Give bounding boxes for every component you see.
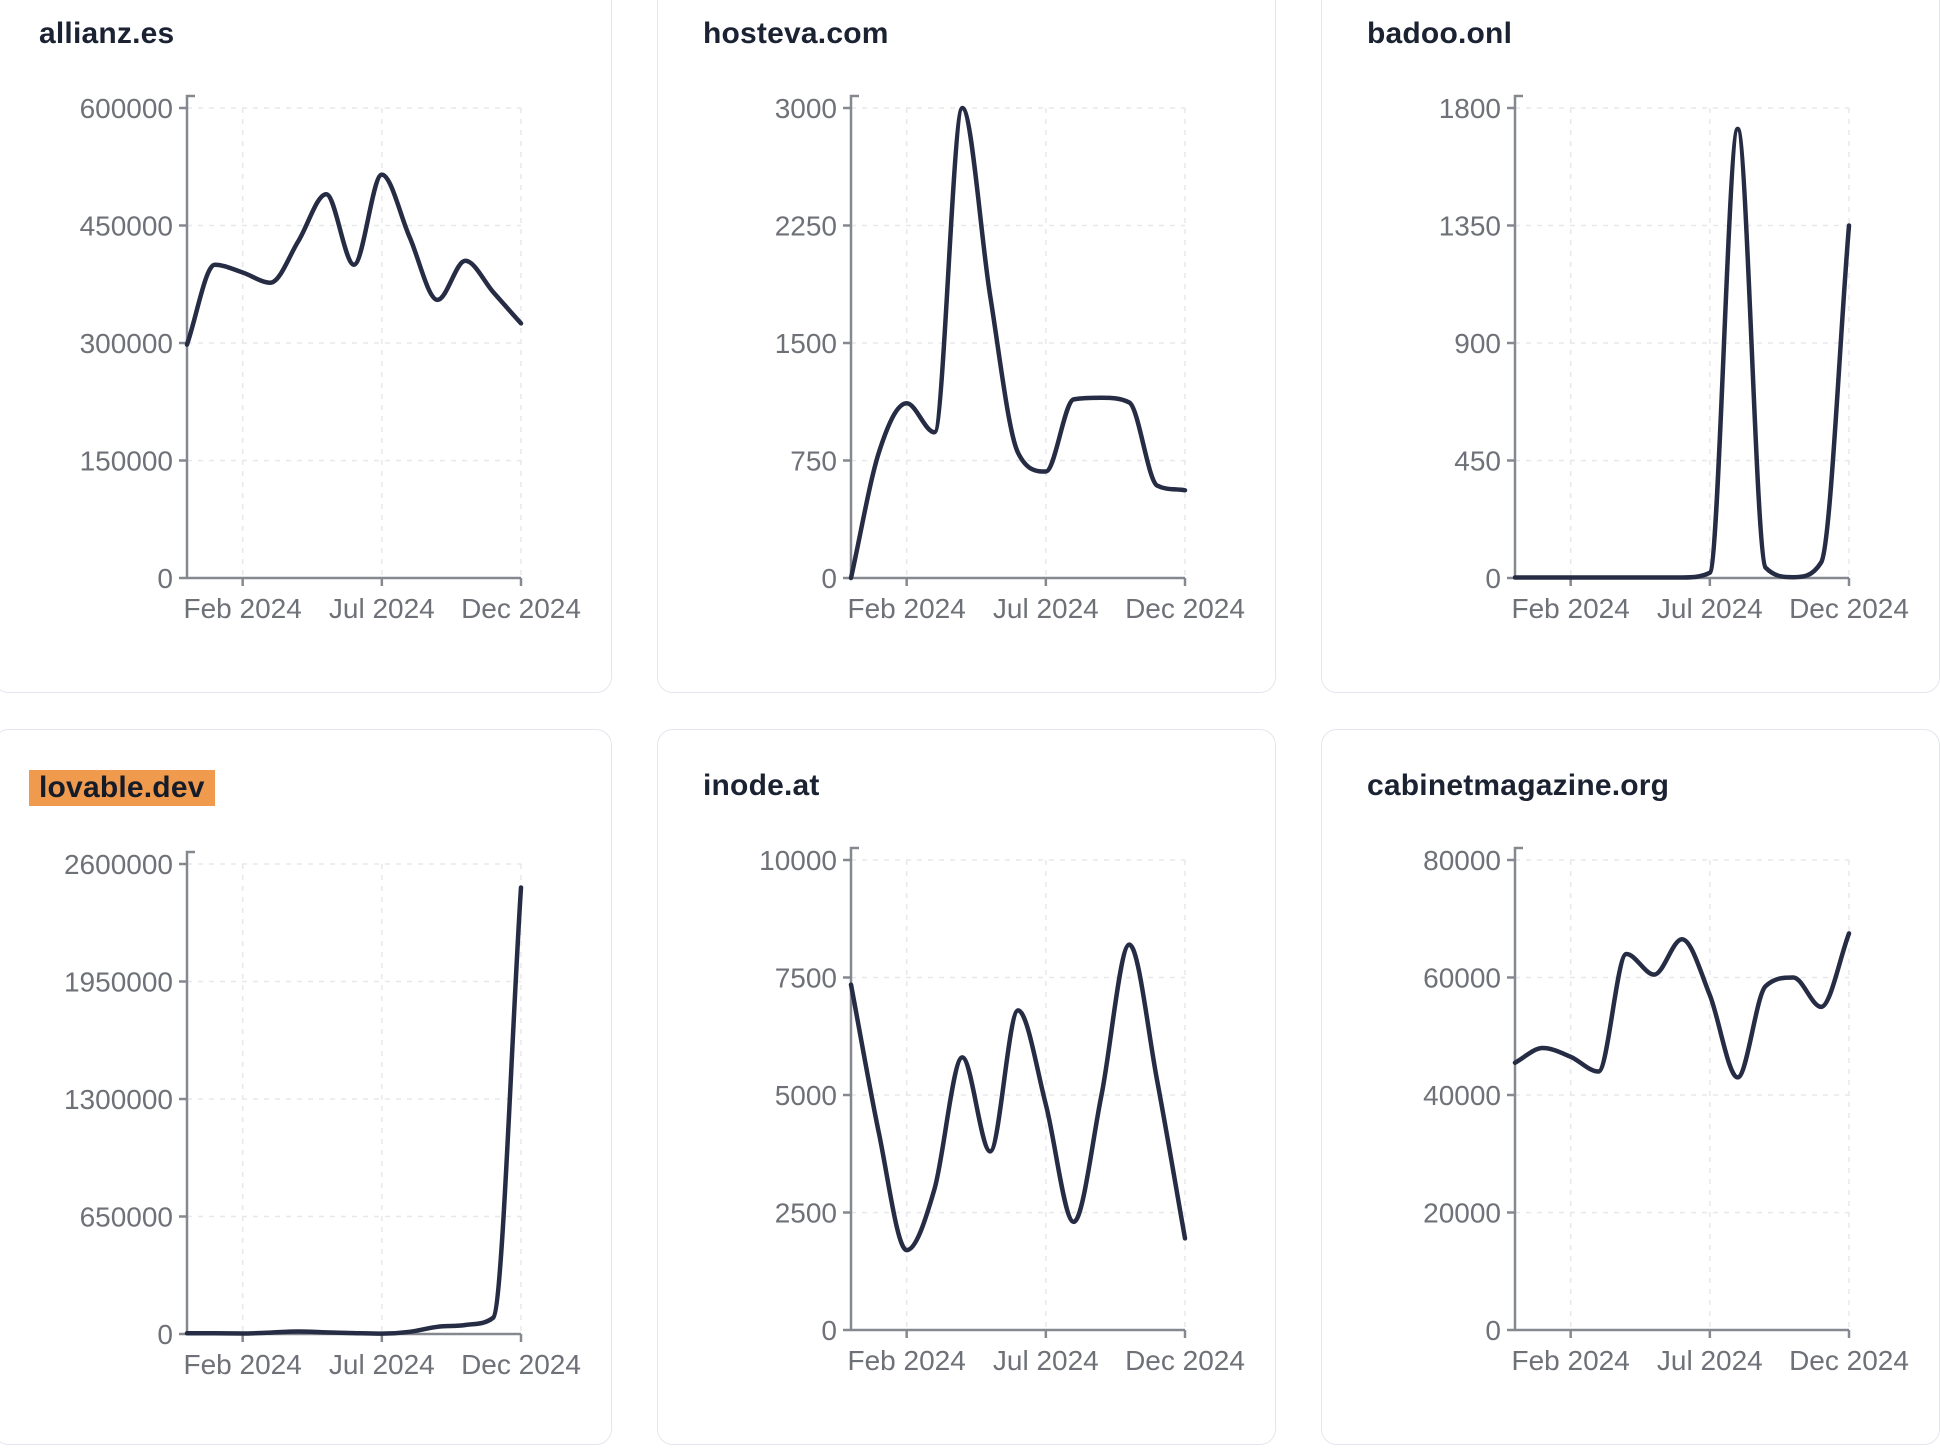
chart-title: cabinetmagazine.org xyxy=(1367,769,1670,802)
chart-title: allianz.es xyxy=(39,17,175,50)
y-tick-label: 1300000 xyxy=(64,1084,173,1115)
y-tick-label: 1950000 xyxy=(64,967,173,998)
chart-card: inode.at 0 2500 5000 7500 10000 Feb 2024 Jul 2… xyxy=(657,729,1276,1445)
gridlines xyxy=(1515,107,1850,578)
y-tick-label: 300000 xyxy=(80,328,173,359)
x-tick-label: Dec 2024 xyxy=(1789,593,1909,624)
y-tick-label: 600000 xyxy=(80,93,173,124)
gridlines xyxy=(1515,859,1850,1330)
line-chart-svg: 0 150000 300000 450000 600000 Feb 2024 Jul 202… xyxy=(80,93,581,624)
x-tick-label: Dec 2024 xyxy=(461,1349,581,1380)
y-tick-label: 20000 xyxy=(1423,1198,1501,1229)
x-tick-label: Feb 2024 xyxy=(1512,593,1630,624)
line-chart-svg: 0 650000 1300000 1950000 2600000 Feb 2024 Jul … xyxy=(64,849,581,1380)
y-axis xyxy=(185,850,195,1334)
y-tick-label: 1500 xyxy=(775,328,837,359)
y-tick-label: 1350 xyxy=(1439,211,1501,242)
x-tick-label: Jul 2024 xyxy=(993,593,1099,624)
axes: 0 20000 40000 60000 80000 Feb 2024 Jul 2024 Dec… xyxy=(1423,845,1909,1376)
y-tick-label: 5000 xyxy=(775,1080,837,1111)
gridlines xyxy=(851,107,1186,578)
y-axis xyxy=(849,94,859,578)
y-axis xyxy=(185,94,195,578)
y-tick-label: 0 xyxy=(821,563,837,594)
y-tick-label: 2250 xyxy=(775,211,837,242)
axes: 0 650000 1300000 1950000 2600000 Feb 2024 Jul … xyxy=(64,849,581,1380)
chart-title-highlighted: lovable.dev xyxy=(29,770,215,806)
y-tick-label: 0 xyxy=(1485,563,1501,594)
x-tick-label: Jul 2024 xyxy=(1657,1345,1763,1376)
axes: 0 2500 5000 7500 10000 Feb 2024 Jul 2024 Dec 20… xyxy=(759,845,1245,1376)
y-axis xyxy=(1513,846,1523,1330)
gridlines xyxy=(187,863,522,1334)
x-tick-label: Jul 2024 xyxy=(1657,593,1763,624)
series-line xyxy=(1512,931,1852,1080)
y-tick-label: 3000 xyxy=(775,93,837,124)
series-line xyxy=(1512,126,1852,580)
y-tick-label: 0 xyxy=(157,1319,173,1350)
x-tick-label: Dec 2024 xyxy=(1789,1345,1909,1376)
y-tick-label: 0 xyxy=(157,563,173,594)
y-tick-label: 150000 xyxy=(80,446,173,477)
series-line xyxy=(184,885,524,1336)
axes: 0 150000 300000 450000 600000 Feb 2024 Jul 202… xyxy=(80,93,581,624)
x-tick-label: Dec 2024 xyxy=(461,593,581,624)
y-tick-label: 0 xyxy=(1485,1315,1501,1346)
axes: 0 750 1500 2250 3000 Feb 2024 Jul 2024 Dec 2024 xyxy=(775,93,1245,624)
y-tick-label: 450 xyxy=(1454,446,1501,477)
y-tick-label: 0 xyxy=(821,1315,837,1346)
x-tick-label: Jul 2024 xyxy=(329,593,435,624)
chart-card: hosteva.com 0 750 1500 2250 3000 Feb 2024 Jul … xyxy=(657,0,1276,693)
x-tick-label: Feb 2024 xyxy=(184,1349,302,1380)
x-tick-label: Jul 2024 xyxy=(329,1349,435,1380)
x-tick-label: Feb 2024 xyxy=(848,1345,966,1376)
chart-card: lovable.dev 0 650000 1300000 1950000 2600000… xyxy=(0,729,612,1445)
y-tick-label: 450000 xyxy=(80,211,173,242)
gridlines xyxy=(851,859,1186,1330)
x-tick-label: Dec 2024 xyxy=(1125,1345,1245,1376)
series-line xyxy=(184,172,524,347)
y-tick-label: 7500 xyxy=(775,963,837,994)
y-tick-label: 80000 xyxy=(1423,845,1501,876)
y-tick-label: 2500 xyxy=(775,1198,837,1229)
chart-title: inode.at xyxy=(703,769,820,802)
chart-title: badoo.onl xyxy=(1367,17,1513,50)
x-tick-label: Feb 2024 xyxy=(184,593,302,624)
chart-card: badoo.onl 0 450 900 1350 1800 Feb 2024 Jul 202… xyxy=(1321,0,1940,693)
chart-card: cabinetmagazine.org 0 20000 40000 60000 8000… xyxy=(1321,729,1940,1445)
line-chart-svg: 0 20000 40000 60000 80000 Feb 2024 Jul 2024 Dec… xyxy=(1423,845,1909,1376)
series-line xyxy=(848,942,1188,1253)
y-axis xyxy=(1513,94,1523,578)
line-chart-svg: 0 2500 5000 7500 10000 Feb 2024 Jul 2024 Dec 20… xyxy=(759,845,1245,1376)
axes: 0 450 900 1350 1800 Feb 2024 Jul 2024 Dec 2024 xyxy=(1439,93,1909,624)
series-line xyxy=(848,105,1188,581)
y-axis xyxy=(849,846,859,1330)
y-tick-label: 60000 xyxy=(1423,963,1501,994)
line-chart-svg: 0 450 900 1350 1800 Feb 2024 Jul 2024 Dec 2024 xyxy=(1439,93,1909,624)
chart-title: hosteva.com xyxy=(703,17,889,50)
gridlines xyxy=(187,107,522,578)
y-tick-label: 750 xyxy=(790,446,837,477)
x-tick-label: Feb 2024 xyxy=(1512,1345,1630,1376)
x-tick-label: Feb 2024 xyxy=(848,593,966,624)
y-tick-label: 40000 xyxy=(1423,1080,1501,1111)
y-tick-label: 900 xyxy=(1454,328,1501,359)
y-tick-label: 10000 xyxy=(759,845,837,876)
y-tick-label: 650000 xyxy=(80,1202,173,1233)
chart-card: allianz.es 0 150000 300000 450000 600000 Feb … xyxy=(0,0,612,693)
x-tick-label: Dec 2024 xyxy=(1125,593,1245,624)
line-chart-svg: 0 750 1500 2250 3000 Feb 2024 Jul 2024 Dec 2024 xyxy=(775,93,1245,624)
x-tick-label: Jul 2024 xyxy=(993,1345,1099,1376)
y-tick-label: 2600000 xyxy=(64,849,173,880)
y-tick-label: 1800 xyxy=(1439,93,1501,124)
